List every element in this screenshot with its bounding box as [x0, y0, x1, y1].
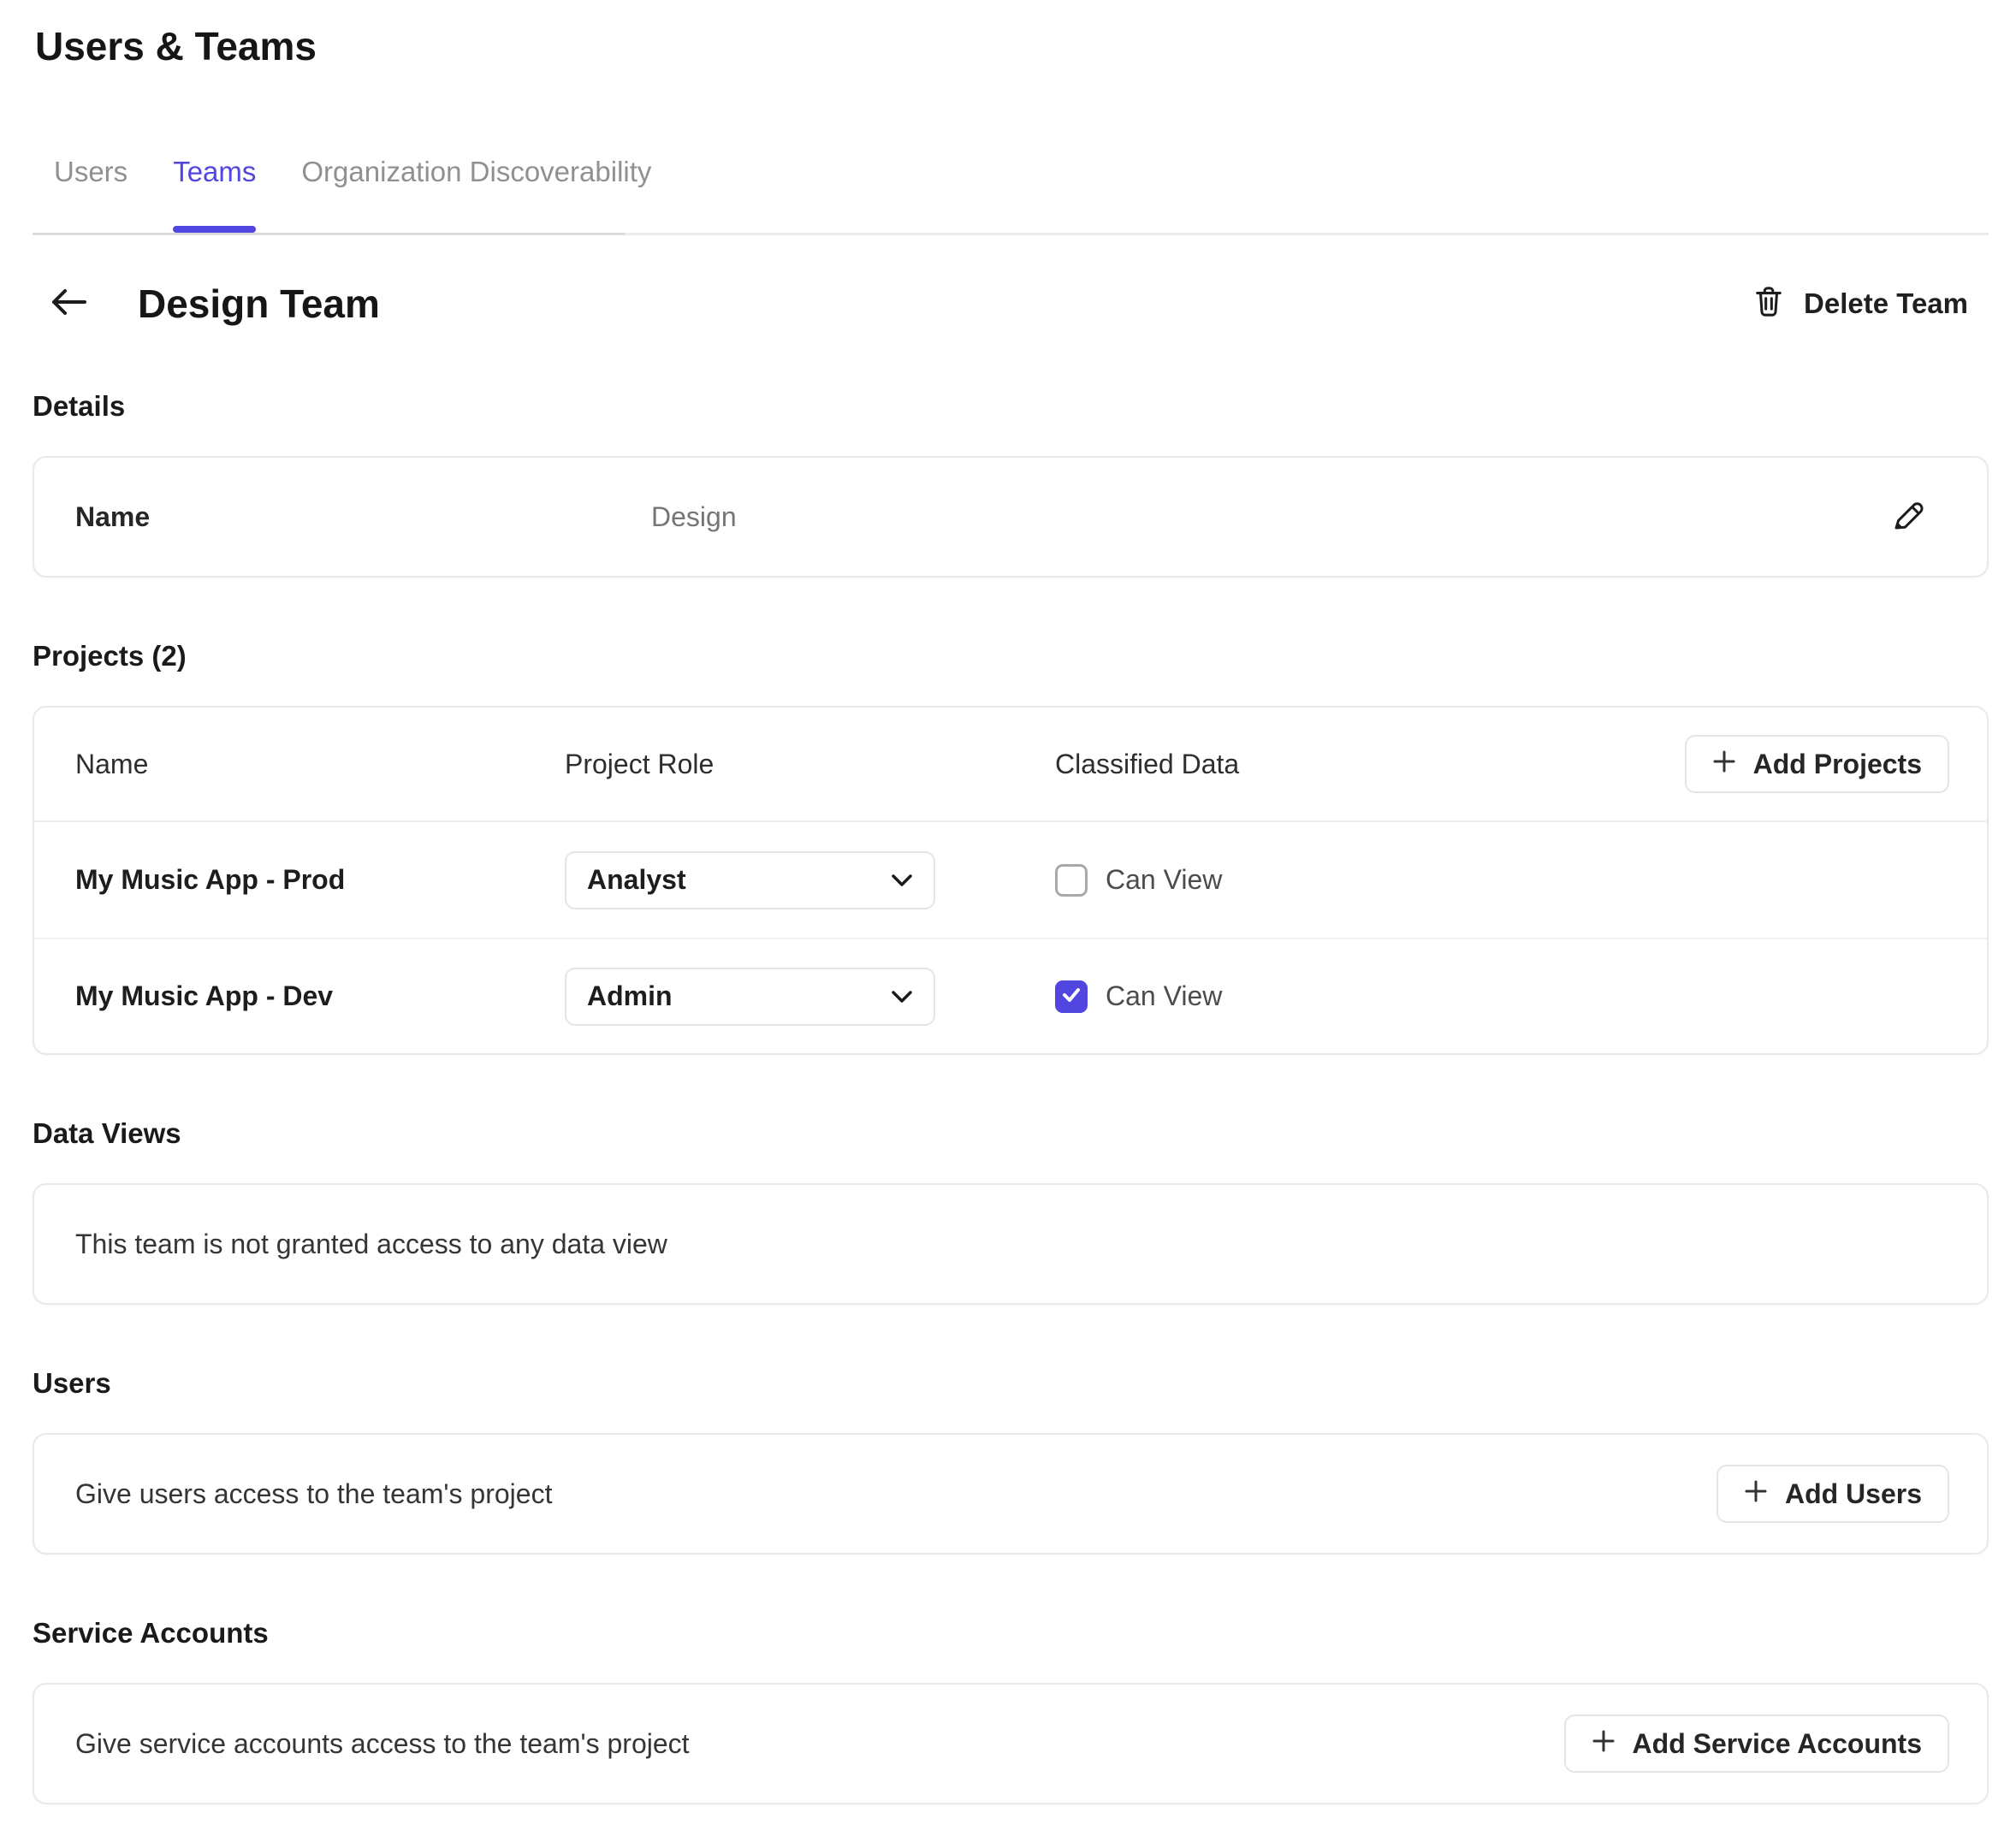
back-button[interactable]	[49, 284, 88, 323]
table-row: My Music App - Dev Admin Can View	[34, 938, 1987, 1053]
chevron-down-icon	[891, 874, 913, 887]
project-role-select[interactable]: Analyst	[565, 850, 935, 909]
back-arrow-icon	[49, 282, 88, 326]
plus-icon	[1744, 1478, 1768, 1510]
project-name: My Music App - Dev	[75, 980, 334, 1011]
users-description: Give users access to the team's project	[75, 1478, 553, 1509]
users-heading: Users	[33, 1367, 111, 1399]
column-header-name: Name	[75, 748, 149, 779]
team-title: Design Team	[138, 281, 380, 326]
projects-table-header: Name Project Role Classified Data Add Pr…	[34, 708, 1987, 822]
tab-organization-discoverability[interactable]: Organization Discoverability	[301, 156, 652, 187]
pencil-icon	[1889, 496, 1927, 538]
tab-divider	[33, 233, 1989, 235]
project-name: My Music App - Prod	[75, 864, 346, 895]
service-accounts-card: Give service accounts access to the team…	[33, 1683, 1989, 1804]
table-row: My Music App - Prod Analyst Can View	[34, 822, 1987, 938]
service-accounts-description: Give service accounts access to the team…	[75, 1727, 690, 1759]
users-teams-page: Users & Teams Users Teams Organization D…	[0, 22, 2016, 1804]
page-title: Users & Teams	[35, 24, 317, 68]
tab-teams[interactable]: Teams	[173, 156, 257, 233]
team-header: Design Team Delete Team	[33, 276, 1989, 331]
name-label: Name	[75, 500, 151, 532]
add-projects-button[interactable]: Add Projects	[1684, 735, 1949, 793]
can-view-toggle[interactable]: Can View	[1055, 863, 1949, 897]
delete-team-button[interactable]: Delete Team	[1752, 285, 1968, 323]
edit-name-button[interactable]	[1889, 496, 1927, 538]
trash-icon	[1752, 285, 1785, 323]
details-card: Name Design	[33, 456, 1989, 577]
can-view-label: Can View	[1106, 980, 1223, 1011]
add-users-button[interactable]: Add Users	[1716, 1465, 1949, 1523]
tab-bar: Users Teams Organization Discoverability	[33, 156, 1989, 235]
details-heading: Details	[33, 390, 126, 422]
can-view-toggle[interactable]: Can View	[1055, 980, 1949, 1013]
plus-icon	[1712, 749, 1736, 780]
checkbox-unchecked[interactable]	[1055, 863, 1088, 897]
name-value: Design	[651, 500, 737, 532]
details-name-row: Name Design	[34, 458, 1987, 576]
add-service-accounts-button[interactable]: Add Service Accounts	[1563, 1715, 1949, 1773]
can-view-label: Can View	[1106, 864, 1223, 895]
data-views-heading: Data Views	[33, 1117, 181, 1149]
chevron-down-icon	[891, 990, 913, 1004]
column-header-classified-data: Classified Data Add Projects	[1055, 735, 1949, 793]
check-icon	[1060, 983, 1082, 1010]
delete-team-label: Delete Team	[1804, 287, 1968, 319]
projects-card: Name Project Role Classified Data Add Pr…	[33, 706, 1989, 1055]
plus-icon	[1592, 1728, 1616, 1760]
data-views-card: This team is not granted access to any d…	[33, 1183, 1989, 1305]
project-role-select[interactable]: Admin	[565, 967, 935, 1026]
users-card: Give users access to the team's project …	[33, 1433, 1989, 1555]
checkbox-checked[interactable]	[1055, 980, 1088, 1013]
data-views-empty-text: This team is not granted access to any d…	[75, 1228, 667, 1259]
column-header-project-role: Project Role	[565, 748, 714, 779]
tab-users[interactable]: Users	[54, 156, 128, 187]
service-accounts-heading: Service Accounts	[33, 1617, 269, 1649]
projects-heading: Projects (2)	[33, 640, 187, 672]
